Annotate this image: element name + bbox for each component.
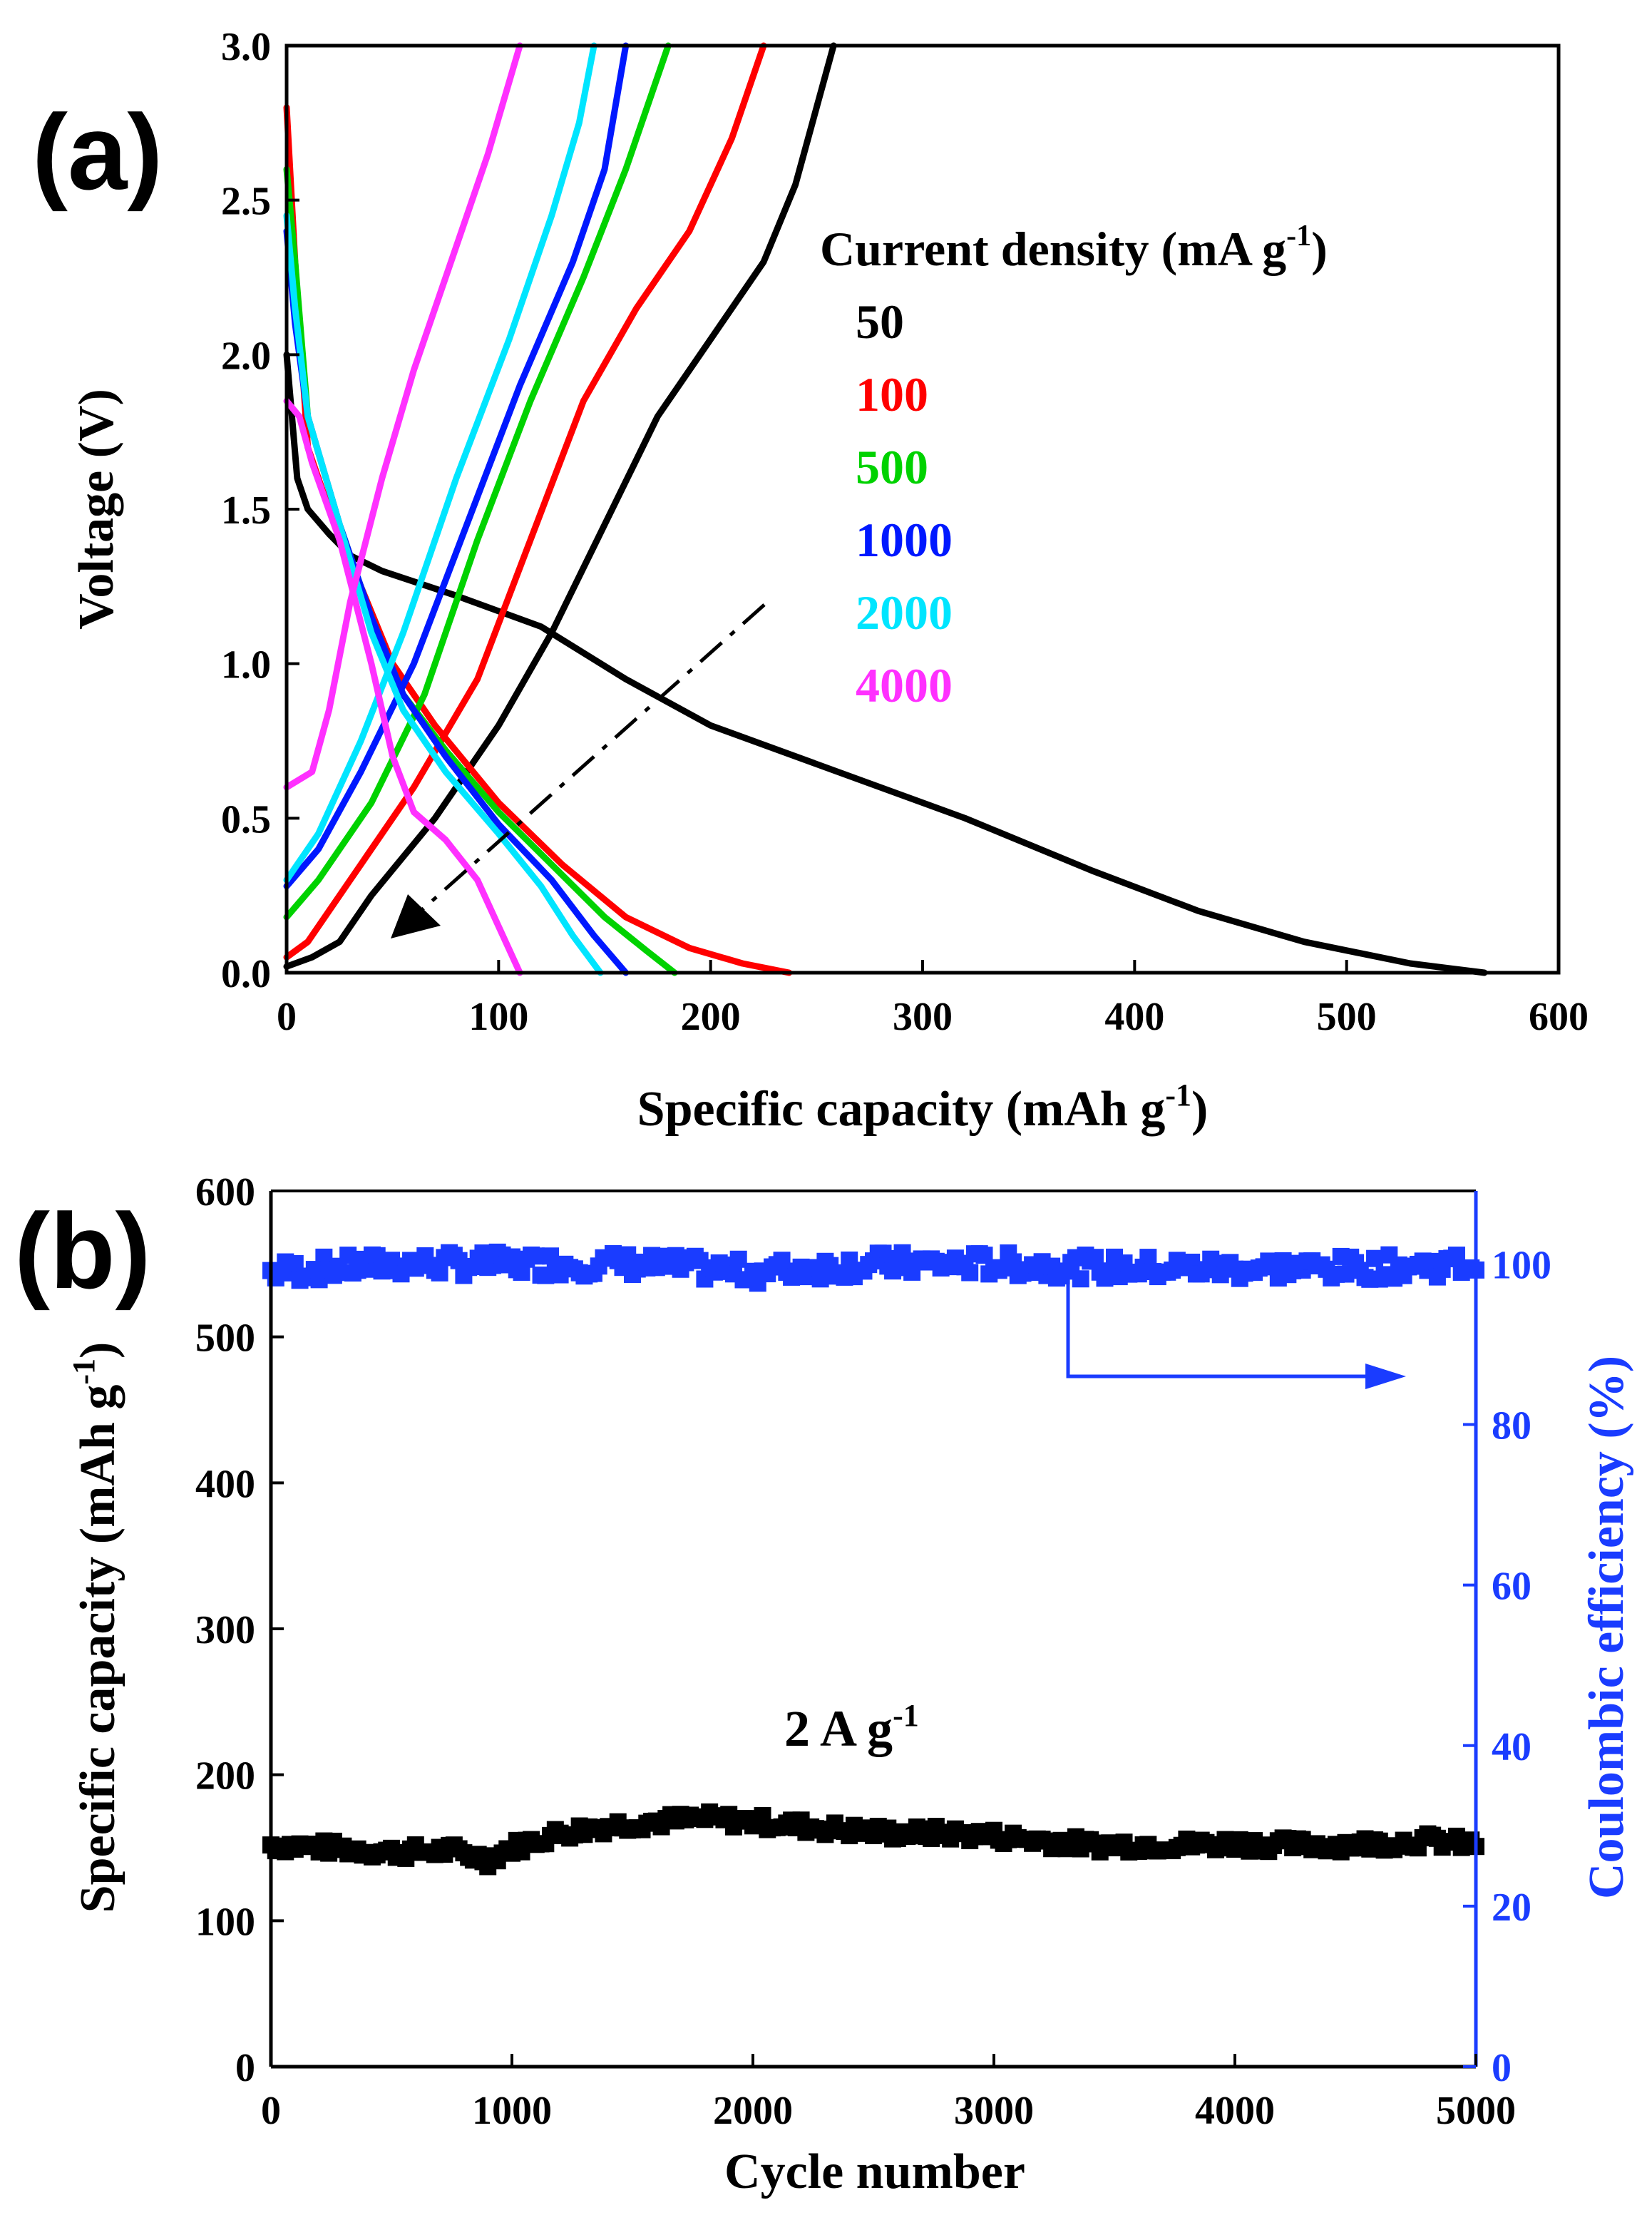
legend-entry-100: 100 [856,367,928,421]
legend-entries: 50 100 500 1000 2000 4000 [856,295,953,712]
a-x-tick-label: 200 [681,995,741,1039]
a-y-tick-label: 1.5 [221,488,271,533]
legend-title: Current density (mA g-1) [820,220,1328,276]
b-y-tick-label: 200 [195,1754,255,1799]
efficiency-point [431,1264,448,1282]
panel-a-curves [283,42,1488,976]
b-y-tick-label: 0 [235,2046,255,2090]
curve-2000-charge [283,42,597,884]
rate-annotation: 2 A g-1 [784,1698,919,1757]
a-x-tick-label: 0 [277,995,297,1039]
a-x-tick-label: 100 [468,995,528,1039]
b-y-tick-label: 300 [195,1608,255,1652]
b-y-tick-label: 100 [195,1900,255,1944]
efficiency-point [1086,1249,1104,1267]
b-y2-tick-label: 40 [1492,1725,1532,1769]
b-y2-tick-label: 0 [1492,2046,1512,2090]
efficiency-axis-arrow [1066,1280,1406,1389]
panel-a: (a) 0 100 200 300 400 500 600 0.0 0.5 1.0 1.5 2.0 2… [32,25,1589,1137]
legend-entry-50: 50 [856,295,904,349]
curve-50-charge [283,42,837,970]
curve-100-charge [283,42,767,961]
a-y-tick-label: 0.0 [221,952,271,996]
b-x-tick-label: 4000 [1195,2089,1275,2133]
a-x-tick-label: 600 [1529,995,1589,1039]
b-y-tick-label: 600 [195,1170,255,1214]
efficiency-point [729,1250,747,1268]
curve-4000-discharge [283,397,523,976]
b-x-tick-label: 5000 [1436,2089,1516,2133]
efficiency-point [961,1264,979,1282]
b-x-tick-label: 3000 [954,2089,1034,2133]
legend-entry-500: 500 [856,440,928,494]
panel-b: (b) 0 1000 2000 3000 4000 5000 01002003004005… [14,1170,1634,2199]
b-y2-tick-label: 60 [1492,1565,1532,1609]
panel-b-y-axis-label: Specific capacity (mAh g-1) [66,1342,125,1913]
capacity-series [262,1803,1484,1876]
curve-1000-charge [283,42,630,890]
a-y-tick-label: 0.5 [221,797,271,842]
curve-50-discharge [283,351,1488,976]
panel-b-x-ticks: 0 1000 2000 3000 4000 5000 [261,2054,1516,2133]
curve-2000-discharge [283,212,604,976]
b-x-tick-label: 1000 [472,2089,552,2133]
curve-500-charge [283,42,672,921]
panel-b-x-axis-label: Cycle number [724,2144,1025,2199]
a-x-tick-label: 400 [1104,995,1164,1039]
efficiency-point [527,1247,545,1265]
efficiency-series [262,1243,1484,1292]
efficiency-point [339,1247,357,1264]
legend-entry-1000: 1000 [856,513,953,567]
panel-a-x-ticks: 0 100 200 300 400 500 600 [277,960,1589,1039]
panel-a-label: (a) [32,92,163,212]
panel-b-y2-axis-label: Coulombic efficiency (%) [1579,1356,1634,1899]
a-y-tick-label: 2.0 [221,334,271,378]
a-x-tick-label: 300 [893,995,953,1039]
panel-a-y-ticks: 0.0 0.5 1.0 1.5 2.0 2.5 3.0 [221,25,299,996]
a-y-tick-label: 2.5 [221,180,271,224]
curve-4000-charge [283,42,523,791]
a-y-tick-label: 1.0 [221,643,271,687]
curve-100-discharge [283,104,793,976]
b-y2-tick-label: 20 [1492,1886,1532,1930]
b-y2-tick-label: 100 [1492,1243,1551,1287]
panel-b-y-ticks: 0 100 200 300 400 500 600 [195,1170,284,2090]
panel-b-y2-ticks: 0 20 40 60 80 100 [1463,1243,1551,2090]
panel-a-x-axis-label: Specific capacity (mAh g-1) [637,1078,1209,1137]
panel-b-label: (b) [14,1191,151,1311]
a-y-tick-label: 3.0 [221,25,271,69]
b-x-tick-label: 0 [261,2089,281,2133]
efficiency-point [1072,1270,1089,1288]
legend-entry-4000: 4000 [856,658,953,712]
efficiency-point [542,1247,560,1265]
b-x-tick-label: 2000 [713,2089,793,2133]
legend-entry-2000: 2000 [856,585,953,640]
trend-arrow [391,603,766,938]
b-y2-tick-label: 80 [1492,1404,1532,1448]
b-y-tick-label: 500 [195,1316,255,1361]
efficiency-point [1366,1249,1384,1267]
panel-a-y-axis-label: Voltage (V) [69,389,124,630]
b-y-tick-label: 400 [195,1462,255,1506]
a-x-tick-label: 500 [1317,995,1377,1039]
efficiency-point [893,1244,911,1262]
